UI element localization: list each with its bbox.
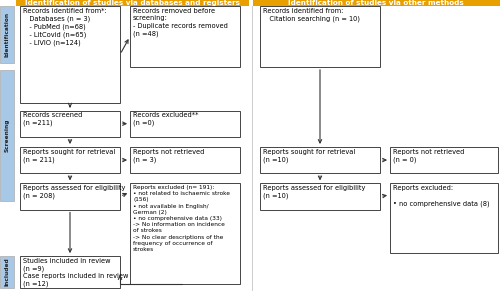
Text: Reports excluded (n= 191):
• not related to ischaemic stroke
(156)
• not availab: Reports excluded (n= 191): • not related… bbox=[133, 185, 230, 252]
Text: Studies included in review
(n =9)
Case reports included in review
(n =12): Studies included in review (n =9) Case r… bbox=[23, 258, 128, 287]
FancyBboxPatch shape bbox=[260, 6, 380, 67]
FancyBboxPatch shape bbox=[0, 6, 14, 63]
FancyBboxPatch shape bbox=[20, 183, 120, 210]
FancyBboxPatch shape bbox=[252, 0, 500, 6]
FancyBboxPatch shape bbox=[20, 6, 120, 103]
FancyBboxPatch shape bbox=[260, 183, 380, 210]
FancyBboxPatch shape bbox=[0, 70, 14, 201]
FancyBboxPatch shape bbox=[130, 6, 240, 67]
FancyBboxPatch shape bbox=[130, 111, 240, 137]
Text: Reports sought for retrieval
(n =10): Reports sought for retrieval (n =10) bbox=[263, 149, 355, 163]
FancyBboxPatch shape bbox=[16, 0, 248, 6]
Text: Reports not retrieved
(n = 3): Reports not retrieved (n = 3) bbox=[133, 149, 204, 163]
FancyBboxPatch shape bbox=[130, 183, 240, 284]
Text: Reports excluded:

• no comprehensive data (8): Reports excluded: • no comprehensive dat… bbox=[393, 185, 490, 207]
Text: Included: Included bbox=[4, 258, 10, 286]
Text: Reports assessed for eligibility
(n =10): Reports assessed for eligibility (n =10) bbox=[263, 185, 366, 199]
Text: Reports assessed for eligibility
(n = 208): Reports assessed for eligibility (n = 20… bbox=[23, 185, 126, 199]
Text: Screening: Screening bbox=[4, 118, 10, 152]
Text: Records removed before
screening:
- Duplicate records removed
(n =48): Records removed before screening: - Dupl… bbox=[133, 8, 228, 37]
FancyBboxPatch shape bbox=[390, 183, 498, 253]
Text: Records excluded**
(n =0): Records excluded** (n =0) bbox=[133, 112, 198, 126]
Text: Reports sought for retrieval
(n = 211): Reports sought for retrieval (n = 211) bbox=[23, 149, 115, 163]
FancyBboxPatch shape bbox=[390, 147, 498, 173]
Text: Records identified from:
   Citation searching (n = 10): Records identified from: Citation search… bbox=[263, 8, 360, 22]
Text: Identification of studies via databases and registers: Identification of studies via databases … bbox=[25, 0, 240, 6]
FancyBboxPatch shape bbox=[260, 147, 380, 173]
FancyBboxPatch shape bbox=[130, 147, 240, 173]
FancyBboxPatch shape bbox=[20, 256, 120, 288]
Text: Records identified from*:
   Databases (n = 3)
   - PubMed (n=68)
   - LitCovid : Records identified from*: Databases (n =… bbox=[23, 8, 107, 46]
Text: Identification of studies via other methods: Identification of studies via other meth… bbox=[288, 0, 464, 6]
Text: Identification: Identification bbox=[4, 12, 10, 57]
Text: Reports not retrieved
(n = 0): Reports not retrieved (n = 0) bbox=[393, 149, 464, 163]
FancyBboxPatch shape bbox=[0, 256, 14, 288]
FancyBboxPatch shape bbox=[20, 147, 120, 173]
FancyBboxPatch shape bbox=[20, 111, 120, 137]
Text: Records screened
(n =211): Records screened (n =211) bbox=[23, 112, 82, 126]
